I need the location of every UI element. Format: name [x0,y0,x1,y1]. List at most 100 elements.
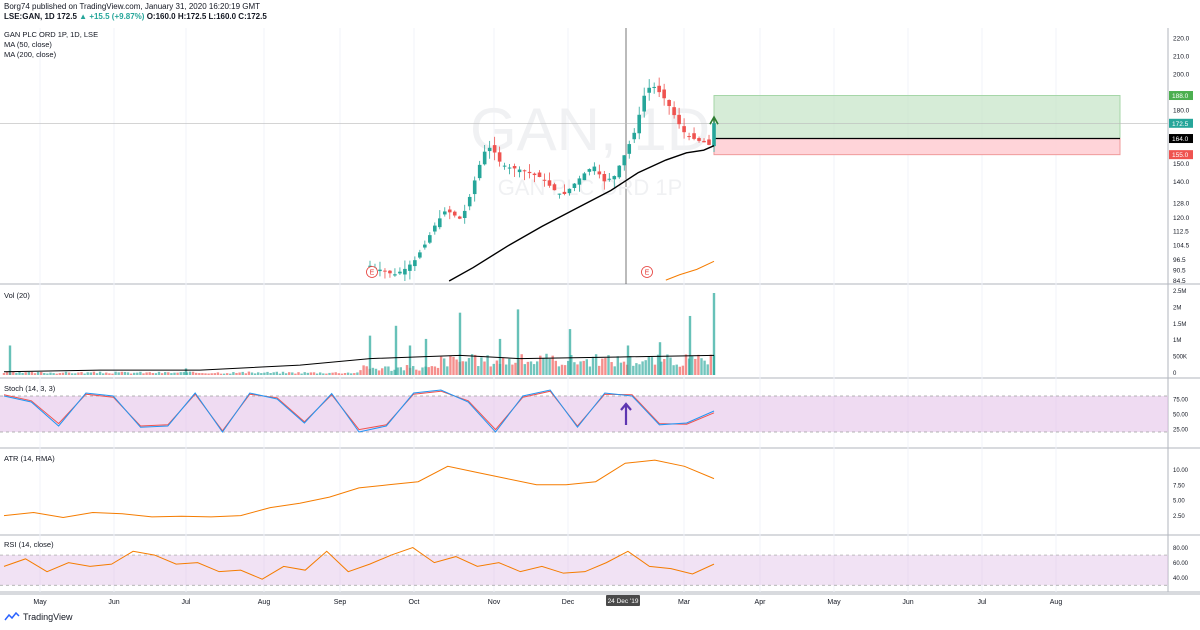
x-tick-label: Jun [902,599,913,606]
volume-bar [520,354,523,375]
candle-body [462,210,467,218]
volume-bar [46,373,49,375]
volume-tick-label: 1M [1173,338,1181,344]
volume-bar [464,361,468,375]
volume-tick-label: 2M [1173,305,1181,311]
candle-body [702,140,706,143]
indicator-bands [0,396,1168,586]
volume-bar [582,360,585,375]
earnings-marker-label: E [645,270,650,277]
volume-ma-line [3,354,715,373]
candle-body [542,179,547,181]
volume-bar [297,372,300,375]
time-axis[interactable]: May Jun Jul Aug Sep Oct Nov Dec 24 Dec '19 Mar Apr… [33,595,1062,606]
candle-body [642,95,647,112]
volume-bar [232,372,235,375]
volume-bar [114,371,117,375]
volume-bar [89,372,92,375]
price-tick-label: 140.0 [1173,179,1190,186]
candle-body [527,171,532,174]
earnings-marker-icon [366,266,378,278]
x-tick-label: Nov [488,599,501,606]
volume-bar [650,357,654,375]
volume-bar [384,366,387,375]
volume-bar [148,372,151,375]
volume-bar [598,365,601,375]
price-label-target: 188.0 [1172,93,1189,100]
volume-bar [539,355,542,375]
volume-bar [666,354,669,375]
candle-body [697,138,701,141]
atr-tick-label: 10.00 [1173,468,1189,474]
volume-pane[interactable] [2,293,716,375]
watermark-ticker: GAN, 1D [470,96,710,163]
volume-bar [117,372,120,375]
volume-bar [142,373,145,375]
price-axis[interactable]: 220.0 210.0 200.0 180.0 150.0 140.0 128.0 120.0… [1169,36,1193,583]
volume-bar [139,371,142,375]
volume-bar [678,366,681,375]
volume-bar [390,370,393,375]
volume-bar [669,357,672,375]
volume-bar [570,355,573,375]
candle-body [413,260,417,267]
volume-bar [284,373,288,375]
volume-spike-bar [568,329,572,375]
candle-body [667,100,671,107]
candle-body [502,165,507,167]
candle-body [687,136,691,138]
candle-body [467,196,472,207]
volume-bar [703,360,706,375]
volume-bar [12,371,15,375]
volume-bar [591,356,595,375]
x-tick-label: Aug [1050,599,1063,606]
rsi-band [0,555,1168,586]
volume-bar [92,371,96,375]
volume-bar [505,364,508,375]
volume-bar [421,367,424,375]
volume-bar [207,373,210,375]
volume-bar [18,371,21,375]
volume-bar [501,357,505,375]
x-tick-label: Mar [678,599,691,606]
volume-spike-bar [688,315,692,375]
rsi-pane[interactable] [0,546,1168,586]
volume-bar [412,366,415,375]
volume-bar [526,361,530,375]
earnings-marker-label: E [370,270,375,277]
candle-body [602,173,607,182]
volume-bar [452,356,455,375]
volume-bar [532,364,536,375]
volume-bar [359,370,362,375]
candle-body [587,169,592,172]
atr-tick-label: 2.50 [1173,514,1185,520]
candle-body [452,211,457,216]
volume-tick-label: 1.5M [1173,322,1186,328]
volume-bar [455,359,458,375]
volume-bar [322,373,325,375]
volume-bar [170,373,173,375]
volume-bar [33,373,37,375]
last-price: 172.5 [56,12,77,21]
volume-bar [529,361,533,375]
volume-bar [607,355,610,375]
stoch-pane[interactable] [0,389,1168,433]
ma-legend-1: MA (200, close) [4,50,57,59]
price-change: ▲ +15.5 (+9.87%) [79,12,145,21]
publisher-line: Borg74 published on TradingView.com, Jan… [4,2,261,11]
volume-spike-bar [498,338,502,375]
volume-bar [328,372,331,375]
candle-body [627,144,632,154]
volume-bar [312,372,316,375]
atr-pane[interactable] [3,459,715,518]
volume-bar [102,373,105,375]
volume-bar [653,364,657,375]
volume-bar [709,354,712,375]
candle-body [567,188,572,194]
volume-bar [697,354,700,375]
x-tick-label: Apr [755,599,767,606]
volume-bar [247,371,251,375]
candle-body [477,164,482,179]
